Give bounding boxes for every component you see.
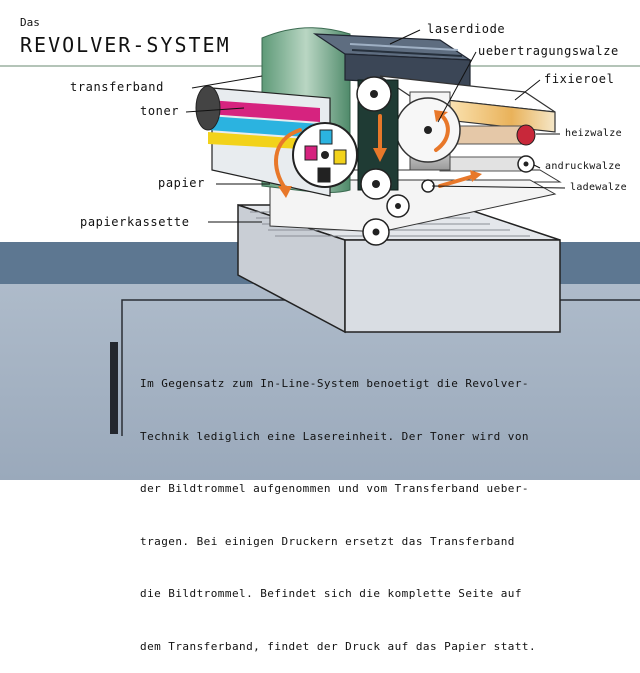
description-text: Im Gegensatz zum In-Line-System benoetig… [140,340,620,673]
description-line: dem Transferband, findet der Druck auf d… [140,639,537,653]
text-panel-marker [110,342,118,434]
heizwalze-roller [439,124,536,146]
label-papierkassette: papierkassette [80,215,190,229]
andruckwalze-roller [439,155,535,173]
label-andruckwalze: andruckwalze [545,161,621,172]
description-line: der Bildtrommel aufgenommen und vom Tran… [140,482,529,495]
label-fixieroel: fixieroel [544,72,615,86]
arrow-heads [278,110,482,198]
flow-arrows [274,112,476,190]
diagram-stage [0,27,640,480]
label-toner: toner [140,104,180,118]
leader-lines [185,29,566,223]
description-line: tragen. Bei einigen Druckern ersetzt das… [140,534,515,548]
paper-stack-top [269,179,557,233]
label-ladewalze: ladewalze [570,182,627,193]
label-transferband: transferband [70,80,164,94]
uebertragungswalze-roller [395,91,461,171]
description-line: Im Gegensatz zum In-Line-System benoetig… [140,377,529,390]
label-uebertragungswalze: uebertragungswalze [478,44,619,58]
description-line: die Bildtrommel. Befindet sich die kompl… [140,587,522,600]
description-line: Technik lediglich eine Lasereinheit. Der… [140,429,529,443]
revolver-system-diagram [0,27,640,480]
title-prefix: Das [20,16,40,29]
label-heizwalze: heizwalze [565,128,622,139]
page-title: REVOLVER-SYSTEM [20,33,231,57]
toner-revolver [195,85,358,197]
label-laserdiode: laserdiode [427,22,506,36]
label-papier: papier [158,176,205,190]
